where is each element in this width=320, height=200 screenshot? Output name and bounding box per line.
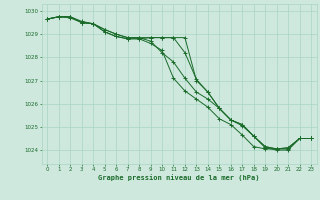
X-axis label: Graphe pression niveau de la mer (hPa): Graphe pression niveau de la mer (hPa) [99, 175, 260, 181]
